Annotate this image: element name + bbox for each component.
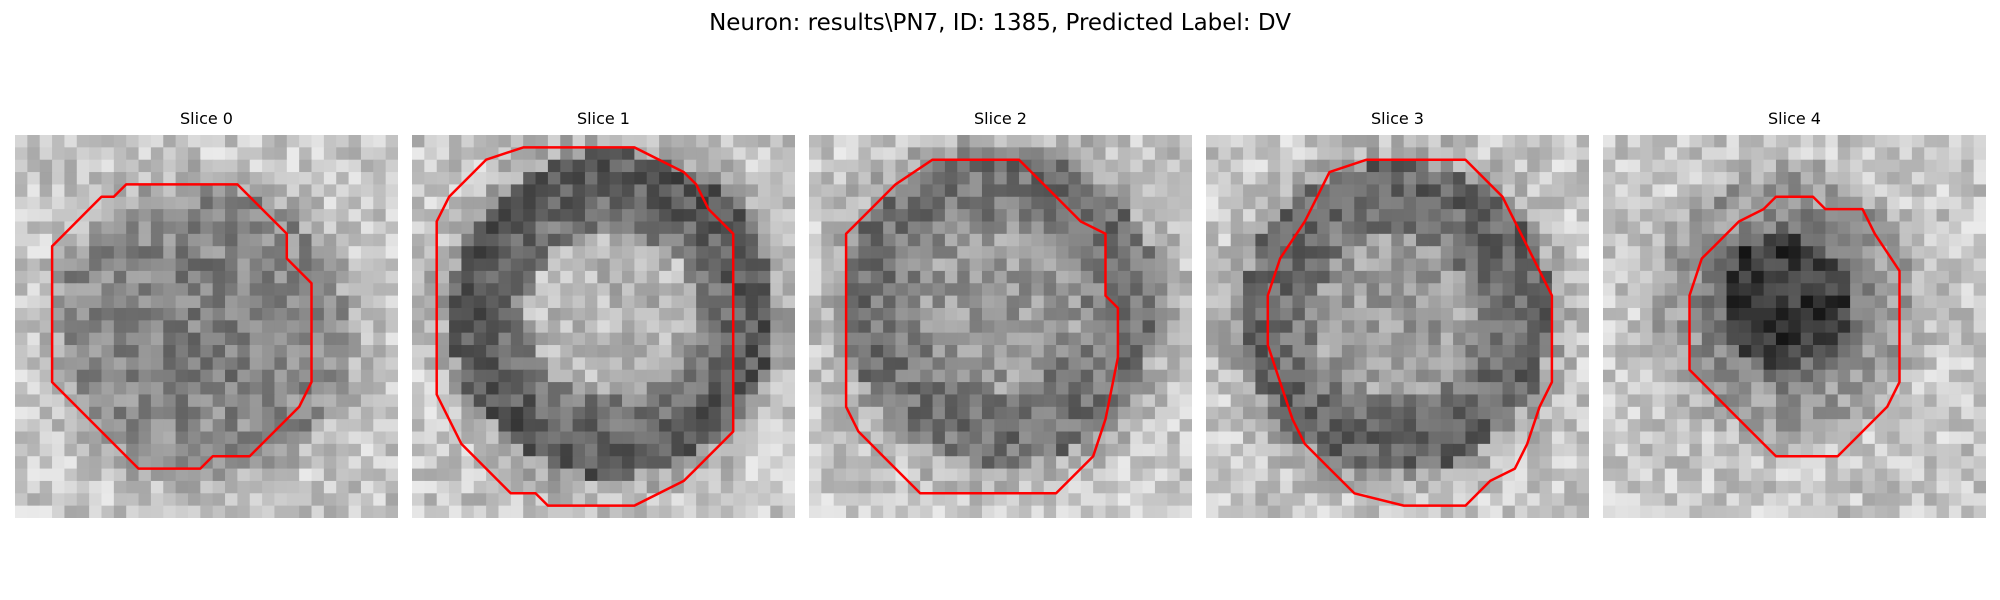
segmentation-contour [50, 183, 313, 470]
slice-title-2: Slice 2 [974, 109, 1027, 128]
slice-panel-3: Slice 3 [1206, 108, 1589, 518]
pixel-grid [809, 135, 1192, 518]
slice-panel-0: Slice 0 [15, 108, 398, 518]
slice-title-1: Slice 1 [577, 109, 630, 128]
pixel-grid [1206, 135, 1589, 518]
slice-panel-1: Slice 1 [412, 108, 795, 518]
slice-panel-4: Slice 4 [1603, 108, 1986, 518]
segmentation-contour [1688, 195, 1901, 458]
segmentation-contour [435, 146, 735, 507]
slice-title-0: Slice 0 [180, 109, 233, 128]
slice-image-1 [412, 135, 795, 518]
slice-panel-2: Slice 2 [809, 108, 1192, 518]
slice-title-4: Slice 4 [1768, 109, 1821, 128]
slice-image-4 [1603, 135, 1986, 518]
slice-title-3: Slice 3 [1371, 109, 1424, 128]
pixel-grid [412, 135, 795, 518]
slice-image-2 [809, 135, 1192, 518]
figure-title: Neuron: results\PN7, ID: 1385, Predicted… [709, 10, 1291, 36]
slice-image-0 [15, 135, 398, 518]
slice-image-3 [1206, 135, 1589, 518]
pixel-grid [1603, 135, 1986, 518]
segmentation-contour [844, 158, 1120, 495]
segmentation-contour [1266, 158, 1554, 507]
pixel-grid [15, 135, 398, 518]
